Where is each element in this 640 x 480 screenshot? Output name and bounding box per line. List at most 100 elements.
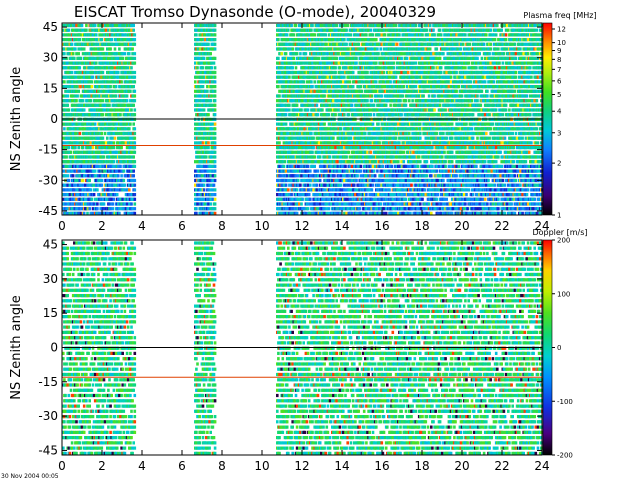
heatmap-cell — [89, 188, 93, 192]
heatmap-cell — [99, 56, 102, 60]
heatmap-cell — [207, 141, 210, 145]
heatmap-cell — [117, 108, 120, 112]
heatmap-cell — [109, 207, 112, 211]
heatmap-cell — [62, 136, 65, 140]
heatmap-cell — [84, 183, 87, 187]
heatmap-cell — [65, 56, 68, 60]
heatmap-cell — [106, 136, 109, 140]
heatmap-cell — [111, 66, 115, 70]
heatmap-cell — [287, 28, 290, 32]
heatmap-cell — [62, 94, 65, 98]
heatmap-cell — [133, 99, 137, 103]
heatmap-cell — [82, 150, 86, 154]
heatmap-cell — [113, 23, 117, 28]
heatmap-cell — [107, 75, 110, 79]
heatmap-cell — [103, 131, 107, 136]
heatmap-cell — [76, 28, 79, 32]
heatmap-cell — [339, 127, 343, 131]
heatmap-cell — [97, 164, 100, 168]
heatmap-cell — [101, 146, 105, 150]
heatmap-cell — [213, 155, 217, 159]
heatmap-cell — [277, 85, 280, 89]
heatmap-cell — [321, 108, 324, 112]
heatmap-cell — [100, 131, 104, 136]
heatmap-cell — [102, 160, 106, 164]
heatmap-cell — [345, 155, 348, 159]
heatmap-cell — [82, 47, 86, 51]
heatmap-cell — [77, 61, 80, 65]
heatmap-cell — [74, 94, 77, 98]
heatmap-cell — [85, 174, 88, 178]
heatmap-cell — [117, 183, 120, 187]
heatmap-cell — [73, 188, 76, 192]
heatmap-cell — [310, 80, 313, 84]
heatmap-cell — [201, 66, 205, 70]
heatmap-cell — [98, 211, 101, 215]
heatmap-cell — [213, 33, 217, 37]
heatmap-cell — [304, 52, 308, 56]
heatmap-cell — [207, 113, 210, 117]
heatmap-cell — [77, 169, 80, 173]
heatmap-cell — [107, 174, 110, 178]
heatmap-cell — [106, 150, 109, 154]
heatmap-cell — [312, 146, 315, 150]
heatmap-cell — [73, 183, 76, 187]
heatmap-cell — [284, 122, 288, 126]
heatmap-cell — [112, 146, 116, 150]
heatmap-cell — [309, 183, 312, 187]
heatmap-cell — [80, 136, 84, 140]
heatmap-cell — [213, 89, 217, 93]
heatmap-cell — [213, 85, 217, 89]
heatmap-cell — [131, 47, 134, 51]
heatmap-cell — [284, 113, 288, 117]
heatmap-cell — [118, 169, 121, 173]
heatmap-cell — [315, 103, 319, 107]
heatmap-cell — [213, 193, 217, 197]
heatmap-cell — [82, 131, 86, 136]
heatmap-cell — [202, 56, 206, 60]
heatmap-cell — [349, 136, 353, 140]
heatmap-cell — [90, 80, 94, 84]
heatmap-cell — [84, 197, 87, 201]
heatmap-cell — [92, 56, 96, 60]
heatmap-cell — [307, 193, 311, 197]
heatmap-cell — [78, 38, 82, 42]
heatmap-cell — [133, 108, 137, 112]
heatmap-cell — [89, 99, 93, 103]
heatmap-cell — [79, 85, 83, 89]
heatmap-cell — [84, 66, 87, 70]
heatmap-cell — [106, 47, 109, 51]
heatmap-cell — [76, 141, 79, 145]
heatmap-cell — [85, 56, 88, 60]
heatmap-cell — [75, 131, 78, 136]
heatmap-cell — [316, 113, 320, 117]
heatmap-cell — [96, 207, 99, 211]
heatmap-cell — [92, 160, 96, 164]
heatmap-cell — [133, 89, 137, 93]
heatmap-cell — [133, 207, 137, 211]
heatmap-cell — [133, 33, 137, 37]
heatmap-cell — [109, 47, 112, 51]
heatmap-cell — [115, 150, 119, 154]
heatmap-cell — [64, 202, 67, 206]
heatmap-cell — [133, 164, 137, 168]
heatmap-cell — [93, 122, 97, 126]
heatmap-cell — [283, 160, 287, 164]
heatmap-cell — [133, 80, 137, 84]
heatmap-cell — [84, 89, 87, 93]
heatmap-cell — [79, 56, 83, 60]
heatmap-cell — [69, 127, 73, 131]
heatmap-cell — [121, 56, 124, 60]
heatmap-cell — [107, 23, 110, 28]
heatmap-cell — [213, 80, 217, 84]
heatmap-cell — [117, 89, 120, 93]
heatmap-cell — [133, 131, 137, 136]
heatmap-cell — [91, 211, 95, 215]
heatmap-cell — [112, 80, 116, 84]
heatmap-cell — [339, 183, 343, 187]
heatmap-cell — [213, 178, 217, 183]
heatmap-cell — [114, 89, 118, 93]
heatmap-cell — [133, 127, 137, 131]
heatmap-cell — [306, 108, 310, 112]
